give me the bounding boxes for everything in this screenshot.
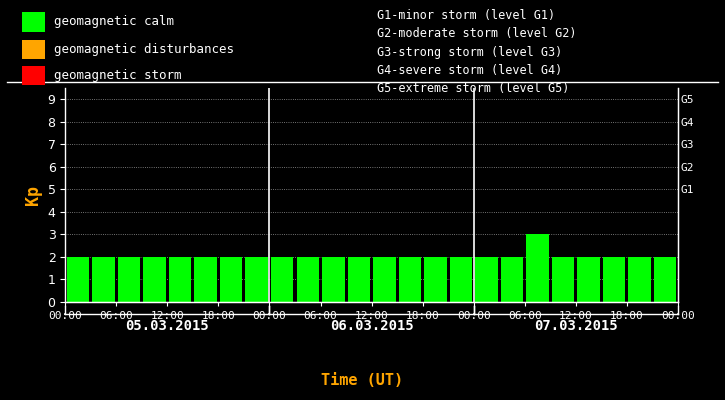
Bar	[424, 257, 447, 302]
Text: G1-minor storm (level G1): G1-minor storm (level G1)	[377, 9, 555, 22]
Text: 07.03.2015: 07.03.2015	[534, 319, 618, 333]
Bar	[526, 234, 549, 302]
Bar	[67, 257, 89, 302]
Bar	[297, 257, 319, 302]
Bar	[92, 257, 115, 302]
Bar	[475, 257, 497, 302]
Bar	[552, 257, 574, 302]
Bar	[602, 257, 625, 302]
Bar	[399, 257, 421, 302]
Bar	[373, 257, 396, 302]
Text: geomagnetic calm: geomagnetic calm	[54, 16, 175, 28]
Bar	[169, 257, 191, 302]
Bar	[194, 257, 217, 302]
Bar	[501, 257, 523, 302]
Text: geomagnetic disturbances: geomagnetic disturbances	[54, 43, 234, 56]
Bar	[118, 257, 141, 302]
Bar	[629, 257, 651, 302]
Text: G3-strong storm (level G3): G3-strong storm (level G3)	[377, 46, 563, 59]
Bar	[220, 257, 242, 302]
Bar	[246, 257, 268, 302]
Text: geomagnetic storm: geomagnetic storm	[54, 69, 182, 82]
Text: Time (UT): Time (UT)	[321, 373, 404, 388]
Text: 06.03.2015: 06.03.2015	[330, 319, 413, 333]
Y-axis label: Kp: Kp	[24, 185, 42, 205]
Text: G5-extreme storm (level G5): G5-extreme storm (level G5)	[377, 82, 569, 95]
Text: 05.03.2015: 05.03.2015	[125, 319, 210, 333]
Bar	[322, 257, 344, 302]
Text: G4-severe storm (level G4): G4-severe storm (level G4)	[377, 64, 563, 77]
Bar	[654, 257, 676, 302]
Bar	[450, 257, 472, 302]
Bar	[271, 257, 294, 302]
Bar	[144, 257, 166, 302]
Bar	[577, 257, 600, 302]
Text: G2-moderate storm (level G2): G2-moderate storm (level G2)	[377, 27, 576, 40]
Bar	[347, 257, 370, 302]
